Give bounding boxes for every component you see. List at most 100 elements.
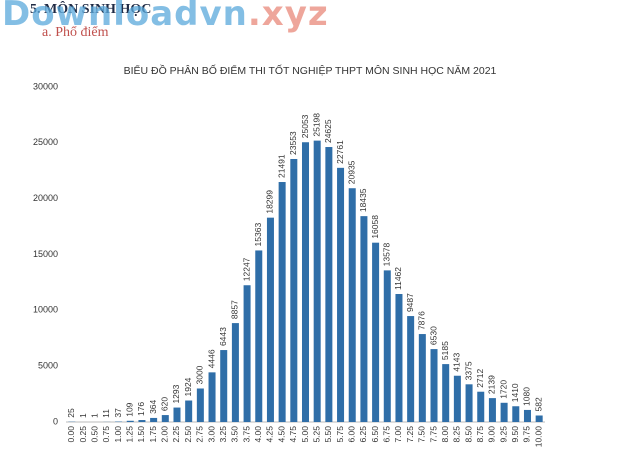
x-tick-label: 4.00 <box>253 426 263 443</box>
bar <box>535 415 543 422</box>
x-tick-label: 6.75 <box>382 426 392 443</box>
x-tick-label: 5.25 <box>311 426 321 443</box>
bar <box>278 182 286 422</box>
data-label: 8857 <box>230 300 240 319</box>
x-tick-label: 9.50 <box>510 426 520 443</box>
data-label: 11462 <box>393 267 403 290</box>
bar <box>512 406 520 422</box>
bar <box>430 349 438 422</box>
data-label: 1293 <box>171 384 181 403</box>
bar <box>313 140 321 423</box>
x-tick-label: 5.00 <box>300 426 310 443</box>
data-label: 25053 <box>300 114 310 138</box>
data-label: 18299 <box>265 190 275 214</box>
x-tick-label: 2.00 <box>160 426 170 443</box>
x-tick-label: 8.50 <box>463 426 473 443</box>
data-label: 109 <box>125 402 135 416</box>
data-label: 15363 <box>253 223 263 247</box>
data-label: 4143 <box>452 353 462 372</box>
x-tick-label: 2.50 <box>183 426 193 443</box>
y-tick-label: 10000 <box>33 305 58 315</box>
data-label: 22761 <box>335 140 345 164</box>
x-tick-label: 1.75 <box>148 426 158 443</box>
data-label: 7876 <box>417 311 427 330</box>
bar <box>348 188 356 422</box>
section-title: 5. MÔN SINH HỌC <box>30 2 152 17</box>
x-tick-label: 5.75 <box>335 426 345 443</box>
bar <box>488 398 496 422</box>
x-tick-label: 4.25 <box>265 426 275 443</box>
x-tick-label: 3.00 <box>206 426 216 443</box>
data-label: 25 <box>66 408 76 418</box>
data-label: 3375 <box>463 361 473 380</box>
bar <box>500 402 508 422</box>
bar <box>231 323 239 422</box>
x-tick-label: 0.25 <box>78 426 88 443</box>
data-label: 582 <box>533 397 543 411</box>
x-tick-label: 6.00 <box>346 426 356 443</box>
x-tick-label: 0.50 <box>89 426 99 443</box>
x-tick-label: 4.75 <box>288 426 298 443</box>
y-tick-label: 0 <box>53 416 58 426</box>
bar <box>138 420 146 422</box>
watermark-suffix: .xyz <box>247 0 329 34</box>
bar <box>442 364 450 422</box>
x-tick-label: 6.25 <box>358 426 368 443</box>
bar <box>407 316 415 422</box>
data-label: 1720 <box>498 380 508 399</box>
x-tick-label: 8.00 <box>440 426 450 443</box>
watermark-text: Downloadvn <box>2 0 248 34</box>
x-tick-label: 3.25 <box>218 426 228 443</box>
data-label: 5185 <box>440 341 450 360</box>
y-tick-label: 20000 <box>33 193 58 203</box>
bar <box>290 158 298 422</box>
bar <box>477 391 485 422</box>
data-label: 23553 <box>288 131 298 155</box>
x-tick-label: 1.50 <box>136 426 146 443</box>
data-label: 25198 <box>311 113 321 137</box>
x-tick-label: 3.50 <box>230 426 240 443</box>
x-tick-label: 0.00 <box>66 426 76 443</box>
bar <box>243 285 251 422</box>
x-tick-label: 6.50 <box>370 426 380 443</box>
x-tick-label: 9.25 <box>498 426 508 443</box>
bar <box>395 294 403 422</box>
x-tick-label: 8.25 <box>452 426 462 443</box>
data-label: 1 <box>78 413 88 418</box>
y-tick-label: 25000 <box>33 137 58 147</box>
data-label: 18435 <box>358 188 368 212</box>
bar <box>523 409 531 422</box>
x-tick-label: 5.50 <box>323 426 333 443</box>
data-label: 11 <box>101 409 111 418</box>
x-tick-label: 7.50 <box>417 426 427 443</box>
x-tick-label: 9.75 <box>522 426 532 443</box>
data-label: 1410 <box>510 383 520 402</box>
bar <box>220 350 228 422</box>
data-label: 2139 <box>487 375 497 394</box>
data-label: 21491 <box>276 154 286 178</box>
x-tick-label: 7.75 <box>428 426 438 443</box>
data-label: 2712 <box>475 369 485 388</box>
bar <box>161 415 169 422</box>
bar <box>173 407 181 422</box>
x-tick-label: 2.75 <box>195 426 205 443</box>
bar <box>266 217 274 422</box>
x-tick-label: 1.00 <box>113 426 123 443</box>
bar <box>126 420 134 422</box>
bar <box>196 388 204 422</box>
data-label: 1924 <box>183 377 193 396</box>
chart-title: BIỂU ĐỒ PHÂN BỐ ĐIỂM THI TỐT NGHIỆP THPT… <box>124 63 497 77</box>
data-label: 4446 <box>206 349 216 368</box>
bar <box>465 384 473 422</box>
y-tick-label: 30000 <box>33 81 58 91</box>
data-label: 24625 <box>323 119 333 143</box>
x-tick-label: 1.25 <box>125 426 135 443</box>
x-tick-label: 7.00 <box>393 426 403 443</box>
x-tick-label: 4.50 <box>276 426 286 443</box>
x-tick-label: 8.75 <box>475 426 485 443</box>
data-label: 37 <box>113 408 123 418</box>
x-tick-label: 3.75 <box>241 426 251 443</box>
x-tick-label: 10.00 <box>533 426 543 448</box>
